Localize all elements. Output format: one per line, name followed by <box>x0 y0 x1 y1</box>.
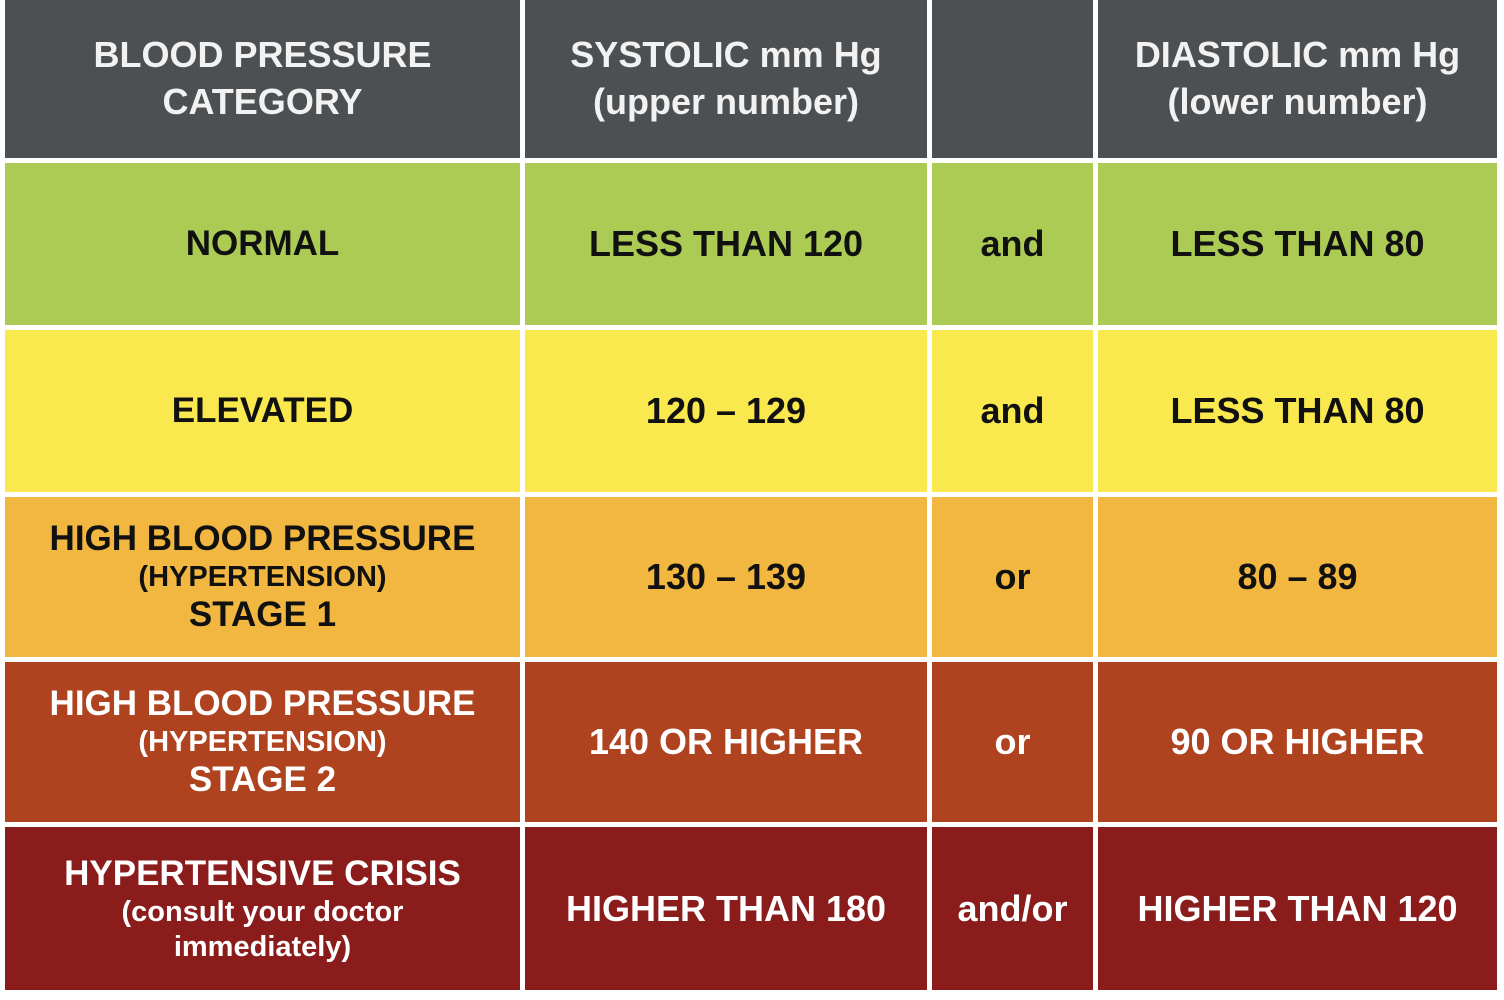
diastolic-text: LESS THAN 80 <box>1170 223 1425 265</box>
header-cell: SYSTOLIC mm Hg (upper number) <box>525 0 927 158</box>
category-cell: HYPERTENSIVE CRISIS (consult your doctor i… <box>5 827 520 990</box>
connector-text: or <box>994 556 1031 598</box>
category-text: immediately) <box>173 930 352 963</box>
diastolic-cell: LESS THAN 80 <box>1098 163 1497 325</box>
systolic-text: HIGHER THAN 180 <box>565 887 887 929</box>
connector-cell: or <box>932 662 1093 822</box>
header-text: CATEGORY <box>162 81 363 122</box>
systolic-cell: LESS THAN 120 <box>525 163 927 325</box>
category-text: HIGH BLOOD PRESSURE <box>49 518 476 558</box>
connector-text: and/or <box>957 887 1068 929</box>
diastolic-text: LESS THAN 80 <box>1170 390 1425 432</box>
header-text: SYSTOLIC mm Hg <box>570 34 882 76</box>
category-cell: NORMAL <box>5 163 520 325</box>
diastolic-cell: LESS THAN 80 <box>1098 330 1497 492</box>
category-text: STAGE 2 <box>188 760 337 800</box>
systolic-text: 130 – 139 <box>645 556 807 598</box>
systolic-cell: 140 OR HIGHER <box>525 662 927 822</box>
header-text: (upper number) <box>593 81 859 122</box>
category-text: HYPERTENSIVE CRISIS <box>64 853 461 893</box>
category-text: (HYPERTENSION) <box>138 560 387 593</box>
category-text: ELEVATED <box>171 391 354 430</box>
connector-cell: and <box>932 330 1093 492</box>
header-cell <box>932 0 1093 158</box>
systolic-cell: HIGHER THAN 180 <box>525 827 927 990</box>
connector-text: and <box>980 223 1045 265</box>
diastolic-cell: 90 OR HIGHER <box>1098 662 1497 822</box>
connector-cell: and <box>932 163 1093 325</box>
connector-text: and <box>980 390 1045 432</box>
systolic-text: 140 OR HIGHER <box>588 721 864 763</box>
category-cell: HIGH BLOOD PRESSURE (HYPERTENSION) STAGE 1 <box>5 497 520 657</box>
header-text: DIASTOLIC mm Hg <box>1134 34 1461 76</box>
diastolic-cell: 80 – 89 <box>1098 497 1497 657</box>
category-cell: ELEVATED <box>5 330 520 492</box>
header-text: (lower number) <box>1167 81 1428 122</box>
header-cell: DIASTOLIC mm Hg (lower number) <box>1098 0 1497 158</box>
header-text: BLOOD PRESSURE <box>93 34 432 76</box>
connector-cell: or <box>932 497 1093 657</box>
category-text: STAGE 1 <box>188 595 337 635</box>
systolic-text: LESS THAN 120 <box>588 223 864 265</box>
diastolic-text: 80 – 89 <box>1237 556 1358 598</box>
category-text: NORMAL <box>185 224 340 263</box>
diastolic-text: 90 OR HIGHER <box>1170 721 1425 763</box>
category-text: (consult your doctor <box>121 895 404 928</box>
connector-text: or <box>994 721 1031 763</box>
category-text: (HYPERTENSION) <box>138 725 387 758</box>
diastolic-cell: HIGHER THAN 120 <box>1098 827 1497 990</box>
connector-cell: and/or <box>932 827 1093 990</box>
header-cell: BLOOD PRESSURE CATEGORY <box>5 0 520 158</box>
systolic-cell: 130 – 139 <box>525 497 927 657</box>
category-cell: HIGH BLOOD PRESSURE (HYPERTENSION) STAGE 2 <box>5 662 520 822</box>
systolic-text: 120 – 129 <box>645 390 807 432</box>
diastolic-text: HIGHER THAN 120 <box>1137 887 1458 929</box>
category-text: HIGH BLOOD PRESSURE <box>49 683 476 723</box>
systolic-cell: 120 – 129 <box>525 330 927 492</box>
